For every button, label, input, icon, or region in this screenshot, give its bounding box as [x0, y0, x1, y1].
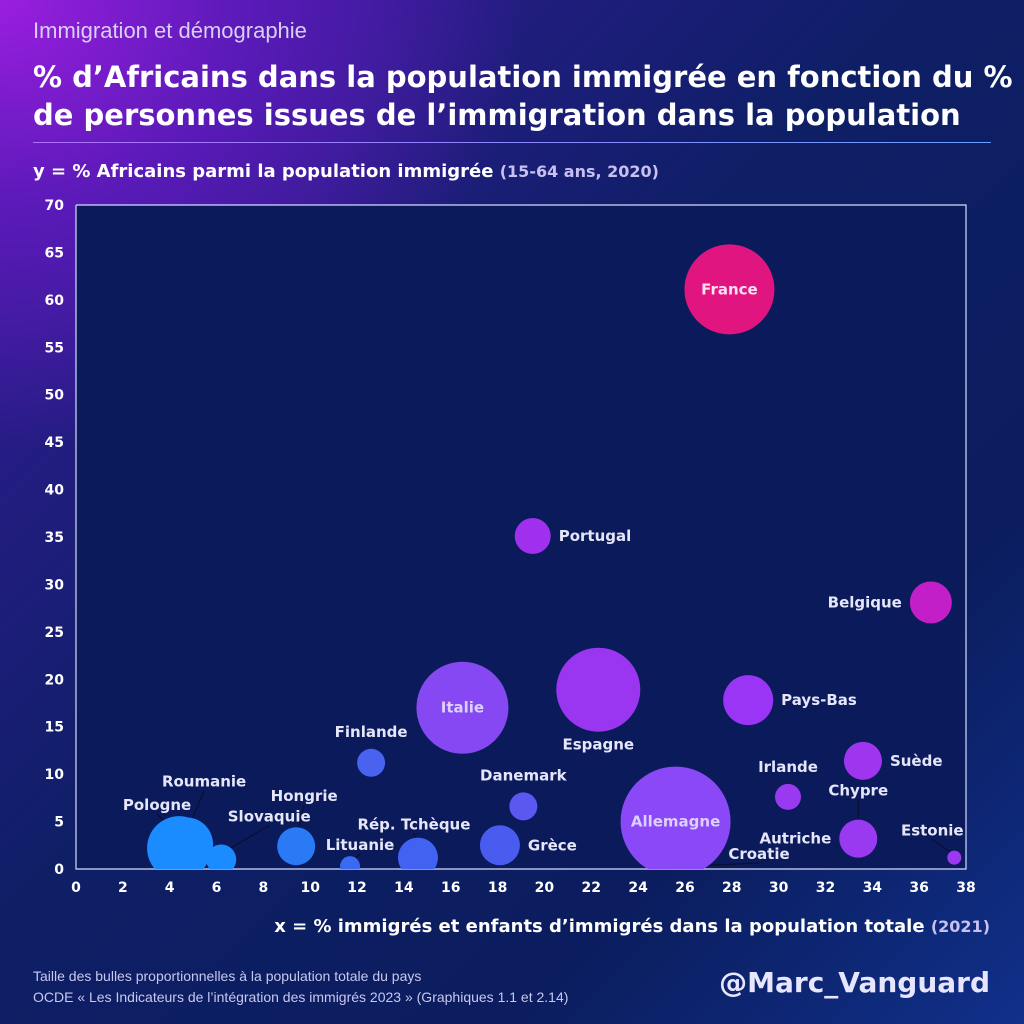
bubble-italie [416, 661, 509, 754]
bubble-belgique [909, 581, 952, 624]
y-tick-label: 30 [45, 577, 65, 593]
author-handle: @Marc_Vanguard [719, 966, 990, 999]
x-tick-label: 26 [675, 880, 694, 896]
bubble-label: Italie [441, 699, 484, 717]
bubble-espagne [556, 647, 641, 732]
bubble-gr-ce [479, 825, 520, 866]
bubble-size-note: Taille des bulles proportionnelles à la … [33, 968, 422, 984]
bubble-label: Estonie [901, 822, 964, 840]
bubble-pays-bas [723, 675, 774, 726]
x-axis-label: x = % immigrés et enfants d’immigrés dan… [274, 916, 990, 937]
bubble-croatie [695, 863, 703, 869]
bubble-label: Danemark [480, 766, 568, 784]
x-tick-label: 0 [71, 880, 81, 896]
bubble-label: Rép. Tchèque [357, 816, 470, 834]
y-tick-label: 65 [45, 245, 64, 261]
bubble-hongrie [277, 827, 316, 866]
x-axis-label-main: x = % immigrés et enfants d’immigrés dan… [274, 916, 925, 937]
bubble-autriche [839, 819, 878, 858]
bubble-label: Chypre [828, 781, 888, 799]
bubble-label: Roumanie [162, 772, 246, 790]
x-tick-label: 6 [212, 880, 222, 896]
chart-title: % d’Africains dans la population immigré… [33, 60, 1013, 132]
x-tick-label: 16 [441, 880, 460, 896]
bubble-label: Pologne [123, 796, 191, 814]
bubble-label: Allemagne [631, 813, 720, 831]
y-axis-label-main: y = % Africains parmi la population immi… [33, 161, 494, 182]
plot-frame [75, 204, 967, 870]
x-axis-label-sub: (2021) [930, 917, 990, 936]
y-axis-label: y = % Africains parmi la population immi… [33, 161, 659, 182]
bubble-label: Finlande [335, 723, 408, 741]
bubble-allemagne [620, 766, 731, 869]
bubble-label: Espagne [562, 736, 634, 754]
x-tick-label: 32 [816, 880, 835, 896]
bubble-france [684, 244, 775, 335]
x-tick-label: 10 [300, 880, 320, 896]
y-tick-label: 10 [45, 767, 65, 783]
bubble-r-p-tch-que [397, 837, 438, 869]
y-tick-label: 45 [45, 435, 64, 451]
source-note: OCDE « Les Indicateurs de l’intégration … [33, 989, 569, 1005]
bubble-lituanie [340, 856, 361, 869]
bubble-finlande [357, 748, 386, 777]
y-tick-label: 35 [45, 530, 64, 546]
bubble-portugal [514, 518, 551, 555]
bubble-label: Lituanie [326, 836, 395, 854]
y-tick-label: 50 [45, 388, 65, 404]
y-tick-label: 15 [45, 720, 64, 736]
kicker: Immigration et démographie [33, 18, 307, 43]
bubble-slovaquie [206, 844, 237, 869]
x-tick-label: 4 [165, 880, 175, 896]
y-tick-label: 60 [45, 293, 65, 309]
x-tick-label: 38 [956, 880, 975, 896]
y-tick-label: 5 [54, 815, 64, 831]
x-tick-label: 2 [118, 880, 128, 896]
y-tick-label: 55 [45, 340, 64, 356]
y-tick-label: 70 [45, 198, 65, 214]
bubble-label: Portugal [559, 527, 632, 545]
x-tick-label: 14 [394, 880, 414, 896]
x-tick-label: 20 [535, 880, 555, 896]
bubble-label: Croatie [728, 845, 789, 863]
x-tick-label: 12 [347, 880, 366, 896]
bubble-label: Irlande [758, 758, 818, 776]
bubble-label: Suède [890, 752, 943, 770]
bubble-roumanie [159, 817, 214, 869]
bubble-label: Grèce [528, 836, 577, 854]
title-divider [33, 142, 991, 143]
x-tick-label: 36 [909, 880, 928, 896]
bubble-label: Slovaquie [228, 808, 311, 826]
bubble-label: Hongrie [271, 787, 338, 805]
bubble-label: France [701, 280, 758, 298]
x-tick-label: 8 [258, 880, 268, 896]
bubble-irlande [775, 783, 801, 810]
x-tick-label: 28 [722, 880, 741, 896]
x-tick-label: 24 [628, 880, 648, 896]
x-tick-label: 18 [488, 880, 507, 896]
bubble-estonie [947, 850, 962, 865]
bubble-danemark [509, 792, 538, 821]
bubble-label: Autriche [760, 830, 832, 848]
y-tick-label: 25 [45, 625, 64, 641]
y-tick-label: 20 [45, 672, 65, 688]
bubble-su-de [843, 741, 882, 780]
bubble-label: Pays-Bas [781, 691, 857, 709]
x-tick-label: 22 [582, 880, 601, 896]
x-tick-label: 34 [863, 880, 883, 896]
y-tick-label: 0 [54, 862, 64, 878]
y-tick-label: 40 [45, 483, 65, 499]
x-tick-label: 30 [769, 880, 789, 896]
y-axis-label-sub: (15-64 ans, 2020) [499, 162, 659, 181]
bubble-label: Belgique [828, 593, 902, 611]
